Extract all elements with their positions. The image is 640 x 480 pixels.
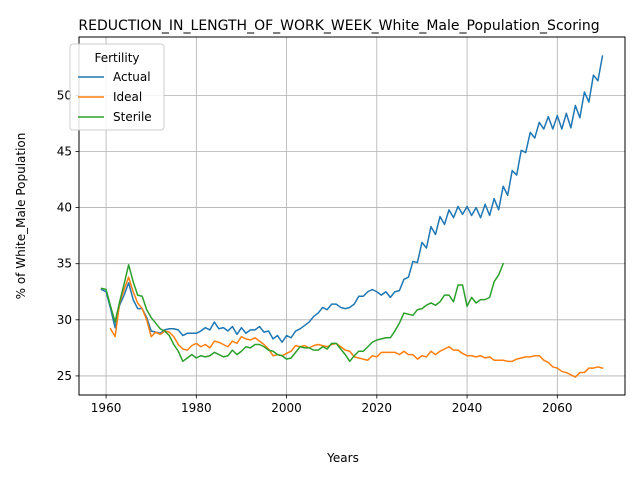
y-tick-label: 25 [57, 369, 72, 383]
legend-items: Actual Ideal Sterile [78, 70, 152, 124]
chart-title: REDUCTION_IN_LENGTH_OF_WORK_WEEK_White_M… [78, 18, 599, 34]
legend: Fertility Actual Ideal Sterile [69, 43, 165, 131]
y-tick-label: 45 [57, 144, 72, 158]
y-tick-label: 30 [57, 313, 72, 327]
y-tick-label: 35 [57, 257, 72, 271]
x-tick-label: 1980 [181, 401, 212, 415]
x-axis-label: Years [326, 451, 359, 465]
x-tick-label: 1960 [91, 401, 122, 415]
series-line-sterile [100, 262, 505, 363]
legend-label-ideal: Ideal [113, 90, 142, 104]
y-ticks: 25 30 35 40 45 50 [57, 88, 79, 383]
x-tick-label: 2020 [362, 401, 393, 415]
x-tick-label: 2000 [271, 401, 302, 415]
grid [79, 37, 625, 395]
series-layer [100, 55, 604, 378]
y-tick-label: 50 [57, 88, 72, 102]
plot-frame [78, 36, 626, 396]
x-tick-label: 2060 [542, 401, 573, 415]
x-tick-label: 2040 [452, 401, 483, 415]
y-axis-label: % of White_Male Population [14, 133, 28, 300]
legend-label-actual: Actual [113, 70, 151, 84]
series-line-ideal [109, 276, 604, 378]
y-tick-label: 40 [57, 201, 72, 215]
series-line-actual [100, 55, 604, 343]
legend-title: Fertility [94, 51, 139, 65]
legend-label-sterile: Sterile [113, 110, 152, 124]
x-ticks: 1960 1980 2000 2020 2040 2060 [91, 395, 573, 415]
legend-box [69, 43, 165, 131]
